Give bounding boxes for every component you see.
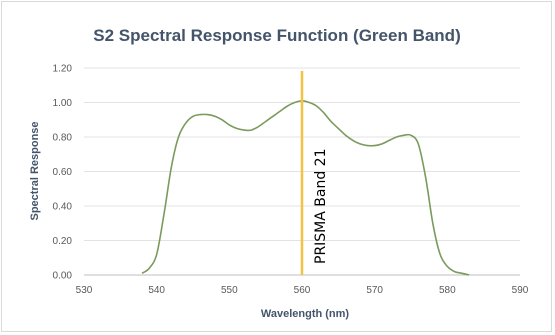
x-tick-label: 550 [221,285,238,296]
y-tick-label: 1.20 [53,64,73,75]
x-tick-label: 540 [148,285,165,296]
y-tick-label: 0.80 [53,133,73,144]
y-tick-label: 0.20 [53,236,73,247]
y-tick-labels: 0.00 0.20 0.40 0.60 0.80 1.00 1.20 [53,64,73,282]
x-tick-label: 530 [76,285,93,296]
x-axis-title: Wavelength (nm) [261,308,350,320]
y-tick-label: 1.00 [53,98,73,109]
y-tick-label: 0.60 [53,167,73,178]
prisma-band-label: PRISMA Band 21 [313,149,329,265]
y-tick-label: 0.40 [53,202,73,213]
chart-title: S2 Spectral Response Function (Green Ban… [93,26,460,45]
x-tick-label: 560 [294,285,311,296]
y-tick-label: 0.00 [53,271,73,282]
x-tick-label: 570 [366,285,383,296]
x-tick-label: 580 [439,285,456,296]
x-tick-label: 590 [512,285,529,296]
y-axis-title: Spectral Response [29,121,41,220]
x-tick-labels: 530 540 550 560 570 580 590 [76,285,529,296]
series-line [141,99,470,276]
